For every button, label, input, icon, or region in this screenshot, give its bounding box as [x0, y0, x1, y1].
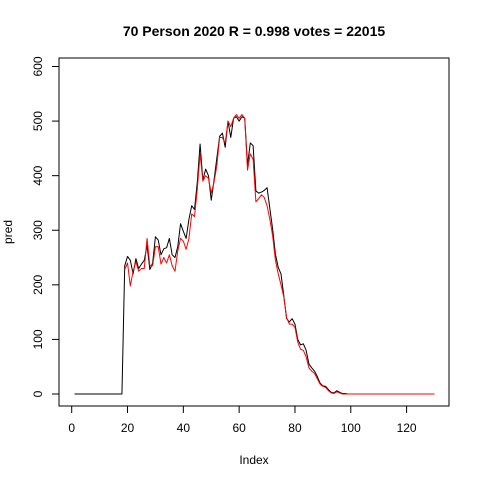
- x-tick-label: 100: [341, 421, 361, 435]
- x-tick-label: 120: [397, 421, 417, 435]
- y-tick-label: 100: [31, 329, 45, 349]
- series-layer: [74, 114, 435, 395]
- y-tick-label: 400: [31, 165, 45, 185]
- x-axis-label: Index: [239, 453, 268, 467]
- x-tick-label: 40: [177, 421, 191, 435]
- x-tick-label: 20: [121, 421, 135, 435]
- y-tick-label: 600: [31, 56, 45, 76]
- y-tick-label: 500: [31, 111, 45, 131]
- y-tick-label: 300: [31, 220, 45, 240]
- x-tick-label: 60: [232, 421, 246, 435]
- series-line-2: [124, 114, 435, 395]
- chart-title: 70 Person 2020 R = 0.998 votes = 22015: [123, 23, 386, 39]
- plot-frame: [58, 57, 450, 407]
- y-tick-label: 0: [31, 390, 45, 397]
- x-tick-label: 0: [68, 421, 75, 435]
- y-tick-label: 200: [31, 275, 45, 295]
- x-axis: 0 20 40 60 80 100 120: [68, 405, 417, 435]
- x-tick-label: 80: [288, 421, 302, 435]
- y-axis-label: pred: [1, 220, 15, 244]
- series-line-1: [74, 116, 435, 395]
- y-axis: 0 100 200 300 400 500 600: [31, 56, 60, 397]
